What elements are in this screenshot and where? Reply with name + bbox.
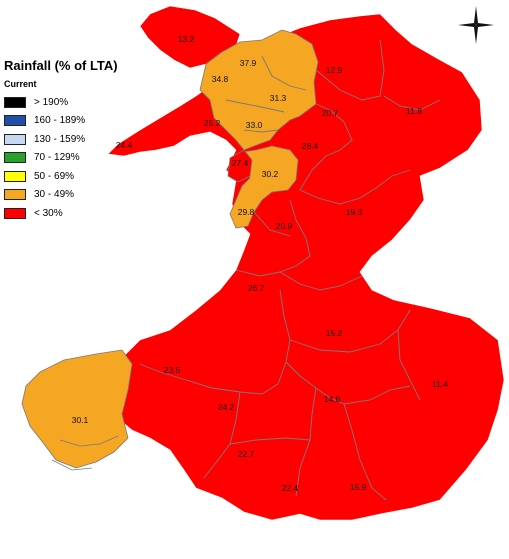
region-label: 24.4 xyxy=(116,140,133,150)
region-label: 34.8 xyxy=(212,74,229,84)
legend-label: 130 - 159% xyxy=(34,133,86,145)
legend-label: 50 - 69% xyxy=(34,170,75,182)
region-mainland xyxy=(107,13,505,521)
region-label: 37.9 xyxy=(240,58,257,68)
region-label: 22.7 xyxy=(238,449,255,459)
legend-swatch xyxy=(4,96,26,108)
legend-item: 130 - 159% xyxy=(4,130,144,149)
region-label: 11.8 xyxy=(406,106,422,116)
region-label: 23.5 xyxy=(164,365,181,375)
region-label: 30.1 xyxy=(72,415,89,425)
legend-swatch xyxy=(4,133,26,145)
legend-label: < 30% xyxy=(34,207,63,219)
legend-label: 160 - 189% xyxy=(34,115,86,127)
legend-swatch xyxy=(4,189,26,201)
region-label: 19.3 xyxy=(346,207,363,217)
region-label: 20.7 xyxy=(322,108,339,118)
region-label: 15.2 xyxy=(326,328,343,338)
legend-title: Rainfall (% of LTA) xyxy=(4,58,118,73)
region-label: 11.4 xyxy=(432,379,448,389)
region-label: 31.3 xyxy=(270,93,287,103)
region-label: 24.2 xyxy=(218,402,235,412)
region-labels: 13.2 37.9 34.8 31.3 33.0 12.9 20.7 11.8 … xyxy=(72,34,448,493)
legend-item: 50 - 69% xyxy=(4,167,144,186)
legend-item: < 30% xyxy=(4,204,144,223)
region-label: 33.0 xyxy=(246,120,263,130)
legend-item: 30 - 49% xyxy=(4,186,144,205)
legend-subtitle: Current xyxy=(4,79,37,89)
region-label: 12.9 xyxy=(326,65,343,75)
region-label: 15.9 xyxy=(350,482,367,492)
region-label: 29.8 xyxy=(238,207,255,217)
legend-swatch xyxy=(4,115,26,127)
map-legend: Rainfall (% of LTA) Current > 190% 160 - … xyxy=(4,58,144,223)
region-mid-red-patch xyxy=(227,149,253,183)
region-label: 20.9 xyxy=(276,221,293,231)
legend-label: 70 - 129% xyxy=(34,152,80,164)
legend-swatch xyxy=(4,207,26,219)
legend-label: > 190% xyxy=(34,96,69,108)
region-label: 13.2 xyxy=(178,34,195,44)
region-label: 22.4 xyxy=(282,483,299,493)
region-label: 28.4 xyxy=(302,141,319,151)
pembroke-coast xyxy=(51,435,119,471)
legend-item: 160 - 189% xyxy=(4,112,144,131)
region-boundaries xyxy=(139,39,441,501)
region-north-orange xyxy=(199,29,319,151)
legend-swatch xyxy=(4,152,26,164)
region-pembroke xyxy=(21,349,133,469)
north-arrow-icon xyxy=(458,6,494,44)
legend-item: > 190% xyxy=(4,93,144,112)
region-label: 27.4 xyxy=(232,158,249,168)
region-label: 25.2 xyxy=(204,118,221,128)
legend-label: 30 - 49% xyxy=(34,189,75,201)
legend-item: 70 - 129% xyxy=(4,149,144,168)
region-label: 30.2 xyxy=(262,169,279,179)
legend-swatch xyxy=(4,170,26,182)
region-label: 14.6 xyxy=(324,394,341,404)
region-label: 26.7 xyxy=(248,283,265,293)
